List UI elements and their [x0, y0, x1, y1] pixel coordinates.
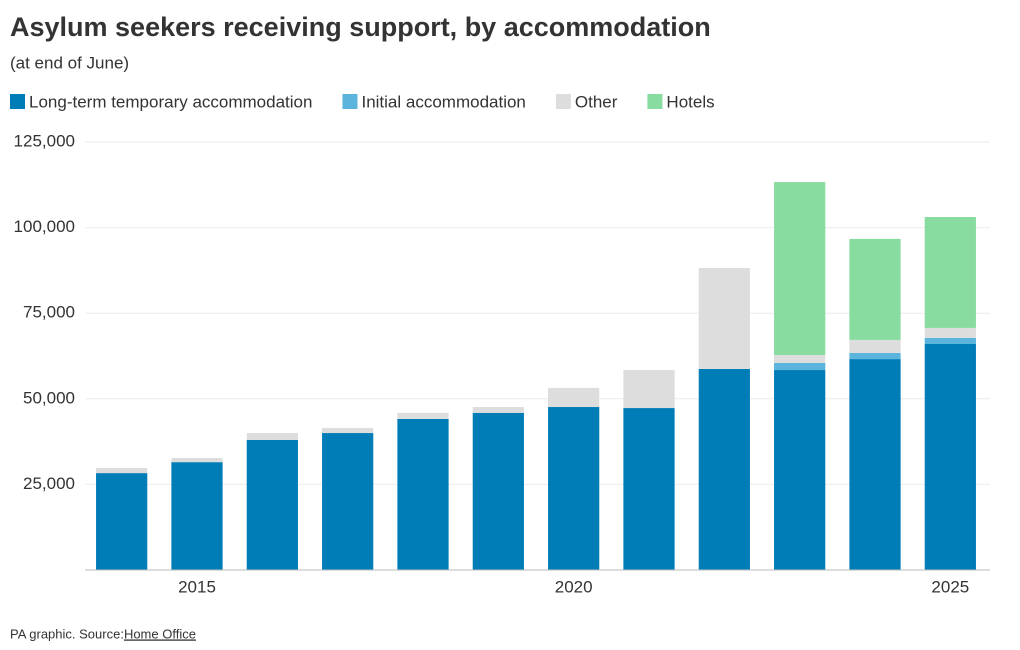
bar-segment: [924, 327, 976, 338]
bar-segment: [246, 433, 298, 440]
y-tick-label: 100,000: [14, 217, 75, 236]
bar-segment: [849, 359, 901, 570]
bar-segment: [849, 352, 901, 360]
x-tick-label: 2025: [931, 577, 969, 596]
legend-label: Long-term temporary accommodation: [29, 92, 312, 111]
legend-swatch: [555, 94, 571, 109]
bar-segment: [322, 427, 374, 434]
chart-title: Asylum seekers receiving support, by acc…: [10, 12, 711, 42]
bar-segment: [472, 407, 524, 413]
bar-segment: [548, 407, 600, 570]
bar-segment: [623, 408, 675, 570]
bar-segment: [246, 439, 298, 570]
legend-swatch: [10, 94, 25, 109]
bar-segment: [774, 354, 826, 363]
bar-segment: [171, 462, 223, 570]
bar-segment: [924, 344, 976, 570]
y-tick-label: 125,000: [14, 131, 75, 150]
bar-segment: [849, 339, 901, 353]
y-tick-label: 25,000: [23, 474, 75, 493]
bar-segment: [472, 412, 524, 570]
source-text: PA graphic. Source:: [10, 626, 124, 641]
y-tick-label: 75,000: [23, 303, 75, 322]
legend-label: Initial accommodation: [361, 92, 525, 111]
x-tick-label: 2015: [178, 577, 216, 596]
legend-swatch: [647, 94, 663, 109]
legend-label: Other: [575, 92, 618, 111]
plot-area: 25,000 50,000 75,000 100,000 125,000 2015 2020…: [14, 131, 990, 596]
bar-segment: [96, 467, 148, 474]
legend: Long-term temporary accommodation Initial…: [10, 92, 715, 111]
bar-segment: [698, 268, 750, 370]
source-link[interactable]: Home Office: [124, 626, 196, 641]
legend-swatch: [342, 94, 358, 109]
chart-subtitle: (at end of June): [10, 53, 129, 72]
x-tick-label: 2020: [555, 577, 593, 596]
bar-segment: [322, 433, 374, 570]
bar-segment: [623, 370, 675, 409]
bar-segment: [171, 458, 223, 463]
bar-segment: [849, 238, 901, 340]
legend-label: Hotels: [666, 92, 714, 111]
bar-segment: [924, 337, 976, 345]
bar-segment: [96, 473, 148, 570]
y-tick-label: 50,000: [23, 388, 75, 407]
bar-segment: [924, 216, 976, 328]
bar-segment: [774, 362, 826, 371]
bar-segment: [774, 182, 826, 355]
bar-segment: [774, 370, 826, 570]
bar-segment: [698, 369, 750, 570]
bar-segment: [397, 412, 449, 420]
bar-segment: [397, 419, 449, 570]
bar-segment: [548, 387, 600, 408]
